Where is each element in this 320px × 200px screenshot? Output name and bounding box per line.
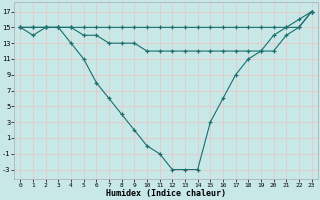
X-axis label: Humidex (Indice chaleur): Humidex (Indice chaleur) [106,189,226,198]
